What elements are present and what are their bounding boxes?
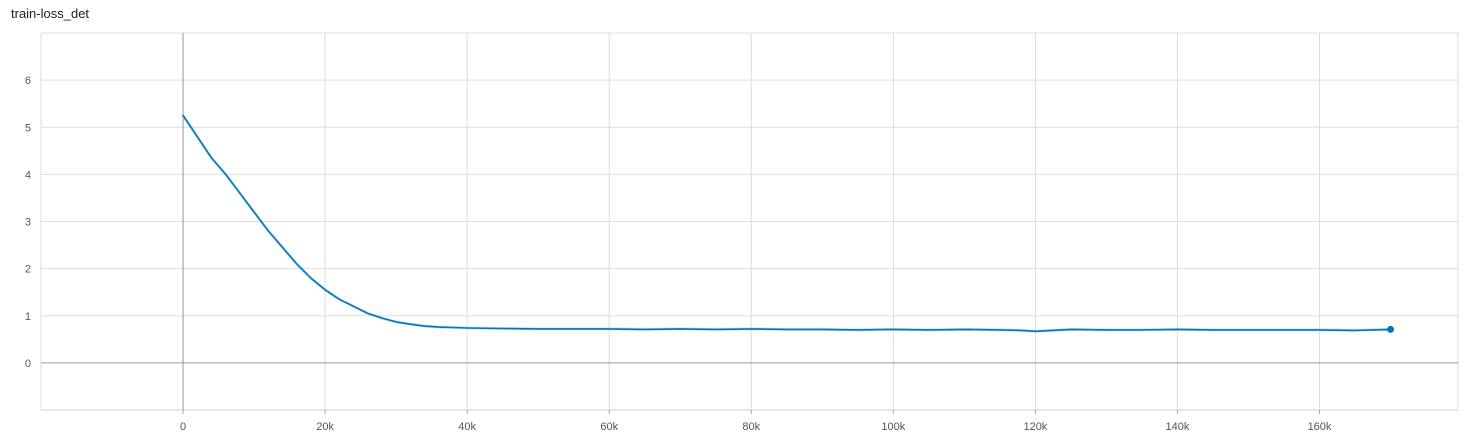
x-tick-label: 100k (881, 421, 905, 433)
x-tick-label: 140k (1166, 421, 1190, 433)
y-tick-label: 6 (25, 75, 31, 87)
axis-layer (41, 33, 1458, 414)
x-tick-label: 120k (1023, 421, 1047, 433)
chart-title: train-loss_det (11, 6, 90, 21)
y-tick-label: 2 (25, 264, 31, 276)
tick-label-layer: 0 1 2 3 4 5 6 0 20k 40k 60k 80k 100k 120k 140k 160k (25, 75, 1332, 433)
x-tick-label: 20k (316, 421, 334, 433)
series-layer (181, 114, 1395, 333)
series-raw-line (181, 114, 1392, 333)
y-tick-label: 5 (25, 122, 31, 134)
x-tick-label: 0 (180, 421, 186, 433)
series-line (182, 114, 1392, 333)
x-tick-label: 60k (600, 421, 618, 433)
x-tick-label: 80k (742, 421, 760, 433)
x-tick-label: 40k (458, 421, 476, 433)
grid-layer (40, 32, 1459, 411)
y-tick-label: 0 (25, 358, 31, 370)
x-tick-label: 160k (1308, 421, 1332, 433)
series-last-point (1387, 325, 1395, 333)
y-tick-label: 4 (25, 169, 31, 181)
y-tick-label: 3 (25, 217, 31, 229)
y-tick-label: 1 (25, 311, 31, 323)
